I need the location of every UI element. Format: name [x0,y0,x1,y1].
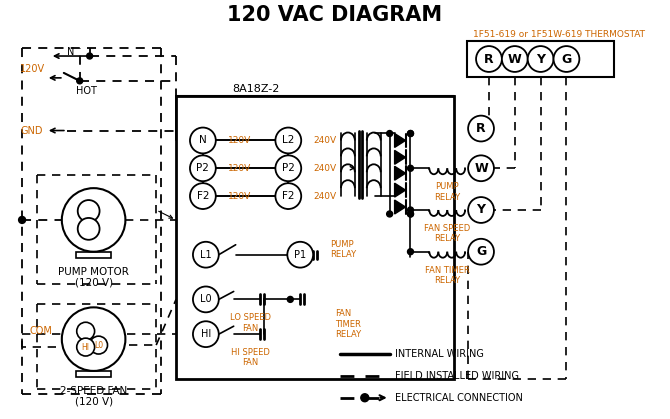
Circle shape [407,249,413,255]
Circle shape [502,46,528,72]
Circle shape [193,287,219,312]
Circle shape [287,242,313,268]
Bar [467,41,614,77]
Text: P2: P2 [196,163,209,173]
Circle shape [361,394,368,402]
Circle shape [19,217,25,223]
Circle shape [77,78,82,84]
Circle shape [193,242,219,268]
Text: FAN SPEED
RELAY: FAN SPEED RELAY [424,224,470,243]
Circle shape [62,308,125,371]
Text: INTERNAL WIRING: INTERNAL WIRING [395,349,484,359]
Circle shape [78,200,100,222]
Text: 120 VAC DIAGRAM: 120 VAC DIAGRAM [227,5,443,25]
Text: 240V: 240V [313,164,336,173]
Text: PUMP MOTOR: PUMP MOTOR [58,266,129,277]
Circle shape [528,46,553,72]
Text: W: W [508,52,522,65]
Circle shape [287,296,293,303]
Circle shape [468,155,494,181]
Bar [76,252,111,258]
Text: F2: F2 [282,191,295,201]
Text: (120 V): (120 V) [74,277,113,287]
Text: 2-SPEED FAN: 2-SPEED FAN [60,386,127,396]
Text: FAN
TIMER
RELAY: FAN TIMER RELAY [335,309,361,339]
Text: PUMP
RELAY: PUMP RELAY [330,240,356,259]
Text: COM: COM [29,326,52,336]
Text: F2: F2 [196,191,209,201]
Circle shape [275,155,302,181]
Polygon shape [395,134,405,147]
Text: N: N [199,135,207,145]
Text: 1F51-619 or 1F51W-619 THERMOSTAT: 1F51-619 or 1F51W-619 THERMOSTAT [472,30,645,39]
Polygon shape [395,166,405,180]
Circle shape [77,338,94,356]
Circle shape [275,127,302,153]
Circle shape [407,131,413,137]
Polygon shape [395,150,405,164]
Bar [76,371,111,377]
Circle shape [387,211,393,217]
Circle shape [468,197,494,223]
Circle shape [190,127,216,153]
Text: 8A18Z-2: 8A18Z-2 [232,84,279,94]
Text: 120V: 120V [228,191,251,201]
Text: Y: Y [536,52,545,65]
Text: 120V: 120V [228,164,251,173]
Circle shape [407,211,413,217]
Circle shape [407,131,413,137]
Circle shape [407,207,413,213]
Circle shape [553,46,580,72]
Text: G: G [476,245,486,258]
Text: G: G [561,52,572,65]
Circle shape [387,131,393,137]
Circle shape [468,239,494,265]
Circle shape [90,336,107,354]
Text: 120V: 120V [228,136,251,145]
Text: HI SPEED
FAN: HI SPEED FAN [231,348,270,367]
Text: FAN TIMER
RELAY: FAN TIMER RELAY [425,266,470,285]
Circle shape [468,116,494,142]
Text: R: R [476,122,486,135]
Text: 240V: 240V [313,191,336,201]
Text: L0: L0 [200,295,212,304]
Text: L1: L1 [200,250,212,260]
Circle shape [77,322,94,340]
Polygon shape [395,200,405,214]
Circle shape [190,155,216,181]
Circle shape [190,183,216,209]
Text: Y: Y [476,204,486,217]
Text: FIELD INSTALLED WIRING: FIELD INSTALLED WIRING [395,371,519,381]
Text: (120 V): (120 V) [74,397,113,407]
Text: P1: P1 [294,250,306,260]
Text: LO SPEED
FAN: LO SPEED FAN [230,313,271,333]
Text: PUMP
RELAY: PUMP RELAY [434,182,460,202]
Circle shape [78,218,100,240]
Text: GND: GND [20,126,43,135]
Bar [176,96,454,379]
Text: 120V: 120V [20,64,46,74]
Text: HI: HI [82,343,90,352]
Text: ELECTRICAL CONNECTION: ELECTRICAL CONNECTION [395,393,523,403]
Text: N: N [67,47,74,57]
Circle shape [476,46,502,72]
Text: R: R [484,52,494,65]
Text: HOT: HOT [76,86,96,96]
Circle shape [62,188,125,252]
Circle shape [407,165,413,171]
Text: HI: HI [201,329,211,339]
Circle shape [275,183,302,209]
Text: L0: L0 [94,341,103,349]
Circle shape [193,321,219,347]
Circle shape [407,211,413,217]
Polygon shape [395,183,405,197]
Text: P2: P2 [282,163,295,173]
Text: 240V: 240V [313,136,336,145]
Text: W: W [474,162,488,175]
Circle shape [86,53,92,59]
Text: L2: L2 [282,135,295,145]
